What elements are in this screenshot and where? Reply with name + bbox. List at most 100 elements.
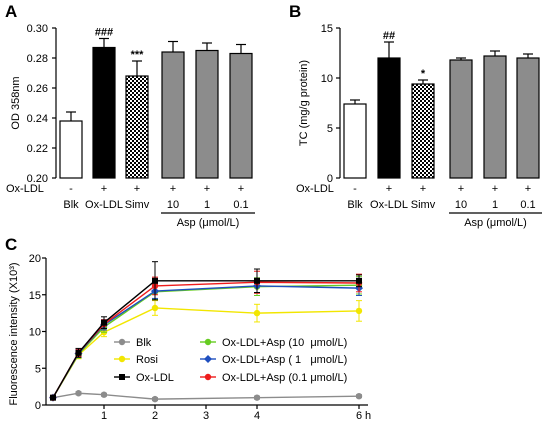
- bar-3: [125, 75, 149, 179]
- bar-1: [343, 103, 367, 179]
- data-point: [356, 277, 362, 284]
- bar-5: [483, 55, 507, 179]
- y-axis-label: OD 358nm: [10, 76, 22, 129]
- legend-item: Rosi: [114, 354, 158, 366]
- series-3: [50, 261, 362, 401]
- legend-marker: [119, 374, 125, 380]
- treatment-sign: +: [170, 183, 176, 195]
- data-point: [355, 392, 363, 400]
- bar-6: [516, 57, 540, 179]
- bar-6: [229, 52, 253, 179]
- y-tick-label: 0.28: [27, 53, 48, 65]
- treatment-sign: +: [492, 183, 498, 195]
- significance-mark: ##: [383, 30, 395, 42]
- treatment-sign: +: [238, 183, 244, 195]
- category-label: 1: [492, 199, 498, 211]
- legend-label: Ox-LDL+Asp (0.1 μmol/L): [222, 372, 347, 384]
- y-axis-label: Fluorescence intensity (X10³): [8, 262, 20, 405]
- data-point: [152, 277, 158, 284]
- x-axis-unit: h: [365, 410, 371, 422]
- panel-c: C 0 5 10 15 20 1 2 3 4 6 h Fluorescence intensity (X…: [5, 235, 371, 422]
- treatment-sign: +: [525, 183, 531, 195]
- y-tick-label: 0.26: [27, 83, 48, 95]
- significance-mark: ###: [95, 27, 113, 39]
- data-point: [253, 309, 261, 317]
- series-line: [52, 392, 360, 400]
- treatment-sign: +: [101, 183, 107, 195]
- data-point: [151, 395, 159, 403]
- bar-2: [92, 46, 116, 179]
- y-tick-label: 0.30: [27, 23, 48, 35]
- y-tick-label: 15: [321, 23, 333, 35]
- y-tick-label: 5: [327, 123, 333, 135]
- treatment-label: Ox-LDL: [6, 183, 44, 195]
- bar-1: [59, 120, 83, 179]
- legend-item: Ox-LDL+Asp (10 μmol/L): [200, 337, 347, 349]
- group-label: Asp (μmol/L): [464, 217, 527, 229]
- treatment-label: Ox-LDL: [296, 183, 334, 195]
- y-axis-label: TC (mg/g protein): [298, 60, 310, 146]
- legend-label: Ox-LDL+Asp ( 1 μmol/L): [222, 354, 347, 366]
- legend-item: Ox-LDL+Asp ( 1 μmol/L): [200, 354, 347, 366]
- category-label: Simv: [125, 199, 150, 211]
- category-label: Simv: [411, 199, 436, 211]
- category-label: 10: [455, 199, 467, 211]
- legend-marker: [204, 373, 212, 381]
- category-label: Ox-LDL: [85, 199, 123, 211]
- treatment-sign: -: [353, 183, 357, 195]
- legend-item: Ox-LDL+Asp (0.1 μmol/L): [200, 372, 347, 384]
- y-tick-label: 20: [29, 253, 41, 265]
- treatment-sign: +: [386, 183, 392, 195]
- panel-b: B 0 5 10 15 TC (mg/g protein) ## * Ox-LDL - + + + + + B…: [289, 2, 542, 229]
- y-tick-label: 10: [321, 73, 333, 85]
- treatment-sign: +: [458, 183, 464, 195]
- bar-3: [411, 83, 435, 179]
- x-tick-label: 6: [356, 410, 362, 422]
- panel-letter: B: [289, 2, 301, 21]
- data-point: [254, 277, 260, 284]
- panel-letter: A: [5, 2, 17, 21]
- y-tick-label: 0: [35, 400, 41, 412]
- significance-mark: *: [421, 68, 426, 80]
- data-point: [355, 307, 363, 315]
- legend-marker: [118, 338, 126, 346]
- legend-label: Rosi: [136, 354, 158, 366]
- treatment-sign: +: [420, 183, 426, 195]
- category-label: 0.1: [233, 199, 248, 211]
- treatment-sign: +: [134, 183, 140, 195]
- data-point: [50, 394, 56, 401]
- legend-label: Blk: [136, 337, 152, 349]
- group-label: Asp (μmol/L): [177, 217, 240, 229]
- series-line: [52, 307, 360, 399]
- legend: Blk Rosi Ox-LDL Ox-LDL+Asp (10 μmol/L) Ox-LD…: [114, 337, 347, 384]
- y-tick-label: 0.20: [27, 173, 48, 185]
- category-label: 10: [167, 199, 179, 211]
- data-point: [253, 394, 261, 401]
- treatment-sign: +: [204, 183, 210, 195]
- x-tick-label: 1: [101, 410, 107, 422]
- y-tick-label: 15: [29, 290, 41, 302]
- legend-item: Blk: [114, 337, 152, 349]
- bar-5: [195, 49, 219, 179]
- legend-label: Ox-LDL+Asp (10 μmol/L): [222, 337, 347, 349]
- y-tick-label: 0.22: [27, 143, 48, 155]
- legend-item: Ox-LDL: [114, 372, 174, 384]
- category-label: 0.1: [520, 199, 535, 211]
- series-line: [52, 280, 359, 398]
- data-point: [101, 319, 107, 326]
- y-tick-label: 10: [29, 327, 41, 339]
- treatment-sign: -: [69, 183, 73, 195]
- category-label: 1: [204, 199, 210, 211]
- bar-4: [449, 59, 473, 179]
- bar-4: [161, 51, 185, 179]
- data-point: [75, 349, 82, 356]
- legend-marker: [204, 338, 212, 346]
- x-tick-label: 2: [152, 410, 158, 422]
- series-1: [49, 390, 363, 403]
- category-label: Blk: [347, 199, 363, 211]
- legend-marker: [204, 355, 212, 363]
- data-point: [151, 304, 159, 312]
- legend-marker: [118, 355, 126, 363]
